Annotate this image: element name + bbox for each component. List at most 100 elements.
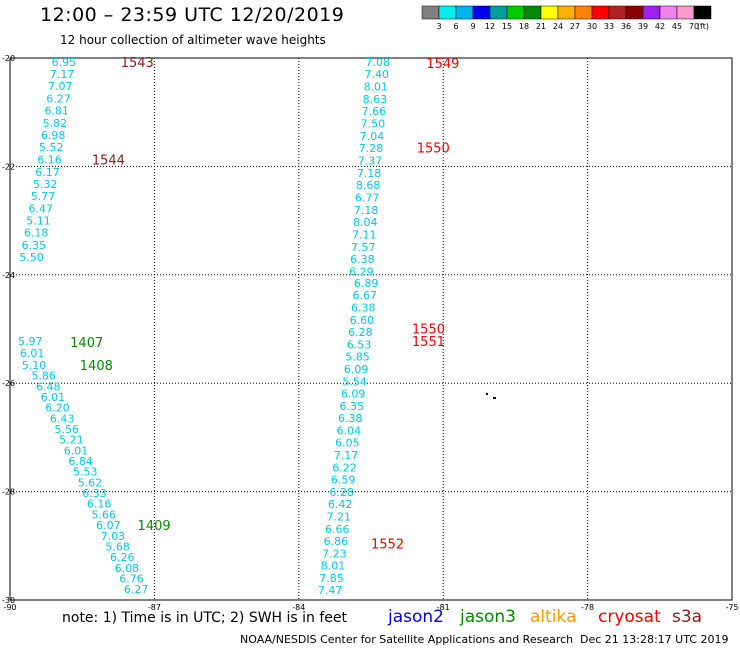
- wave-height-point: 5.86: [31, 370, 56, 383]
- colorbar-swatch: [506, 5, 525, 20]
- wave-height-point: 6.01: [64, 444, 89, 457]
- colorbar-tick-label: 39: [638, 22, 648, 31]
- wave-height-point: 7.11: [352, 229, 377, 242]
- colorbar-swatch: [523, 5, 542, 20]
- footer-note: note: 1) Time is in UTC; 2) SWH is in fe…: [62, 610, 348, 626]
- legend-s3a: s3a: [672, 607, 703, 627]
- marker-dot: [486, 393, 488, 395]
- wave-height-point: 6.35: [339, 400, 364, 413]
- colorbar-tick-label: 12: [485, 22, 495, 31]
- colorbar-swatch: [455, 5, 474, 20]
- pass-label: 1543: [121, 56, 154, 71]
- wave-height-point: 6.59: [331, 474, 356, 487]
- x-tick-label: -75: [725, 603, 738, 612]
- wave-height-point: 7.07: [48, 80, 73, 93]
- wave-height-point: 7.08: [365, 56, 390, 69]
- wave-height-point: 6.28: [348, 326, 373, 339]
- wave-height-point: 7.37: [358, 155, 383, 168]
- wave-height-point: 6.05: [335, 437, 360, 450]
- wave-height-point: 7.85: [319, 572, 344, 585]
- wave-height-point: 6.27: [46, 92, 71, 105]
- colorbar-tick-label: 36: [621, 22, 631, 31]
- x-tick-label: -81: [437, 603, 450, 612]
- wave-height-point: 6.89: [354, 277, 379, 290]
- wave-height-point: 5.52: [39, 141, 64, 154]
- colorbar-tick-label: 33: [604, 22, 614, 31]
- x-tick-label: -90: [3, 603, 16, 612]
- wave-height-point: 7.21: [327, 510, 352, 523]
- wave-height-point: 6.28: [329, 486, 354, 499]
- wave-height-point: 7.18: [357, 167, 382, 180]
- colorbar-tick-label: 9: [470, 22, 475, 31]
- x-tick-label: -78: [581, 603, 594, 612]
- pass-label: 1544: [92, 153, 125, 168]
- colorbar-swatch: [557, 5, 576, 20]
- y-tick-label: -22: [2, 162, 15, 171]
- wave-height-point: 5.54: [342, 375, 367, 388]
- wave-height-point: 6.08: [115, 562, 140, 575]
- legend-jason2: jason2: [388, 607, 444, 627]
- colorbar-tick-label: 42: [655, 22, 665, 31]
- wave-height-point: 6.86: [324, 535, 349, 548]
- wave-height-point: 7.23: [322, 547, 347, 560]
- wave-height-point: 6.38: [350, 253, 375, 266]
- colorbar-unit: (ft): [697, 22, 709, 31]
- pass-label: 1551: [412, 335, 445, 350]
- wave-height-point: 6.43: [50, 412, 75, 425]
- wave-height-point: 6.60: [350, 314, 375, 327]
- colorbar-swatch: [642, 5, 661, 20]
- wave-height-point: 6.84: [68, 455, 93, 468]
- legend-altika: altika: [530, 607, 577, 627]
- wave-height-point: 6.42: [328, 498, 353, 511]
- wave-height-point: 6.67: [352, 289, 377, 302]
- wave-height-point: 5.56: [55, 423, 80, 436]
- colorbar-swatch: [591, 5, 610, 20]
- wave-height-point: 5.77: [31, 190, 56, 203]
- wave-height-point: 6.38: [338, 412, 363, 425]
- wave-height-point: 5.68: [105, 540, 130, 553]
- colorbar-tick-label: 27: [570, 22, 580, 31]
- wave-height-point: 5.32: [33, 178, 58, 191]
- wave-height-point: 6.18: [24, 227, 49, 240]
- colorbar-swatch: [625, 5, 644, 20]
- wave-height-point: 6.17: [35, 166, 60, 179]
- colorbar-tick-label: 3: [436, 22, 441, 31]
- wave-height-point: 8.68: [356, 179, 381, 192]
- wave-height-point: 6.81: [44, 105, 69, 118]
- colorbar-swatch: [472, 5, 491, 20]
- wave-height-point: 5.21: [59, 434, 84, 447]
- wave-height-point: 6.26: [110, 551, 135, 564]
- plot-frame: [9, 57, 733, 601]
- wave-height-point: 6.04: [337, 424, 362, 437]
- wave-height-point: 6.76: [119, 572, 144, 585]
- wave-height-point: 6.01: [41, 391, 66, 404]
- wave-height-point: 6.16: [37, 153, 62, 166]
- wave-height-point: 5.82: [43, 117, 68, 130]
- wave-height-point: 8.01: [321, 560, 346, 573]
- colorbar-tick-label: 18: [519, 22, 529, 31]
- legend-cryosat: cryosat: [598, 607, 661, 627]
- marker-dot: [493, 397, 496, 399]
- colorbar-swatch: [693, 5, 712, 20]
- colorbar-swatch: [438, 5, 457, 20]
- pass-label: 1407: [70, 336, 103, 351]
- y-tick-label: -24: [2, 271, 15, 280]
- wave-height-point: 6.77: [355, 192, 380, 205]
- x-tick-label: -84: [292, 603, 305, 612]
- wave-height-point: 7.17: [50, 68, 75, 81]
- wave-height-point: 6.47: [28, 202, 53, 215]
- wave-height-point: 6.48: [36, 380, 61, 393]
- colorbar-tick-label: 6: [453, 22, 458, 31]
- wave-height-point: 7.50: [361, 117, 386, 130]
- colorbar-swatch: [421, 5, 440, 20]
- wave-height-point: 6.01: [20, 347, 45, 360]
- wave-height-point: 5.97: [18, 335, 43, 348]
- wave-height-point: 8.63: [363, 93, 388, 106]
- wave-height-point: 7.40: [365, 68, 390, 81]
- wave-height-point: 6.22: [332, 461, 357, 474]
- wave-height-point: 7.04: [360, 130, 385, 143]
- colorbar-swatch: [574, 5, 593, 20]
- footer-timestamp: Dec 21 13:28:17 UTC 2019: [580, 633, 729, 646]
- colorbar-tick-label: 24: [553, 22, 563, 31]
